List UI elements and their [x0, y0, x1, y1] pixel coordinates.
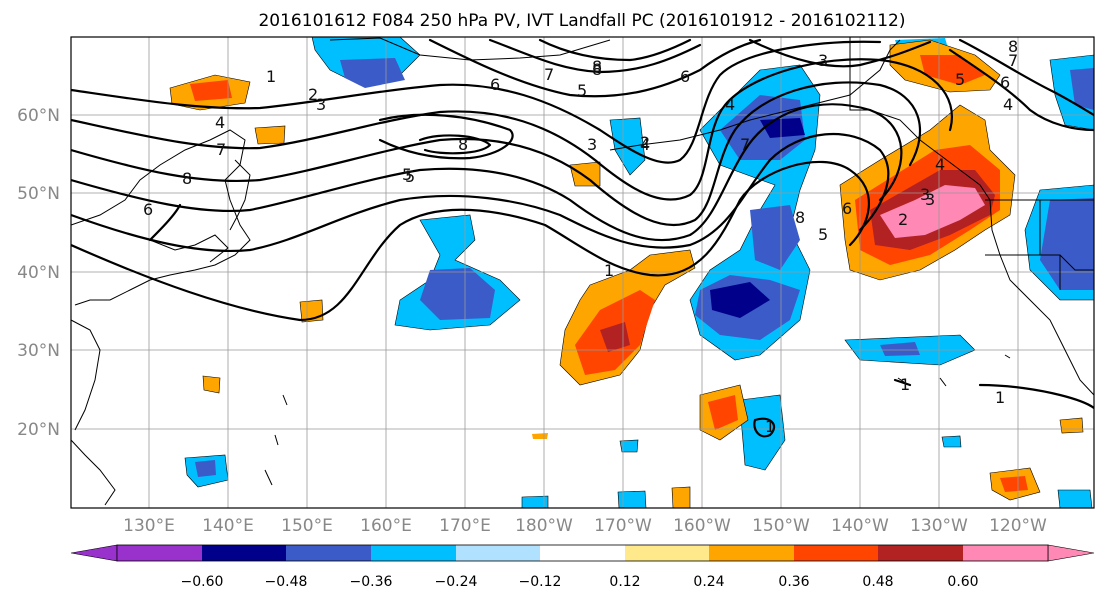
lon-label: 130°E	[123, 516, 175, 536]
colorbar-segment	[540, 545, 625, 561]
contour-label: 5	[402, 165, 412, 184]
contour-label: 8	[592, 60, 602, 79]
contour-label: 4	[725, 95, 735, 114]
contour-label: 3	[920, 185, 930, 204]
contour-label: 4	[215, 113, 225, 132]
colorbar-segment	[371, 545, 456, 561]
lat-label: 40°N	[17, 263, 60, 283]
colorbar-segment	[117, 545, 202, 561]
colorbar-min-extend	[70, 544, 118, 562]
map-title: 2016101612 F084 250 hPa PV, IVT Landfall…	[258, 11, 905, 31]
contour-label: 6	[143, 200, 153, 219]
contour-label: 3	[316, 95, 326, 114]
lon-label: 160°E	[360, 516, 412, 536]
contour-label: 7	[216, 140, 226, 159]
lon-label: 160°W	[673, 516, 731, 536]
contour-label: 2	[898, 210, 908, 229]
negative-anomaly-shading	[184, 37, 1094, 488]
longitude-labels: 130°E 140°E 150°E 160°E 170°E 180°W 170°…	[123, 516, 1047, 536]
contour-label: 5	[405, 167, 415, 186]
lon-label: 180°W	[515, 516, 573, 536]
lat-label: 60°N	[17, 106, 60, 126]
lon-label: 140°W	[831, 516, 889, 536]
pv-contours	[71, 38, 1094, 438]
lat-label: 30°N	[17, 341, 60, 361]
lon-label: 150°W	[752, 516, 810, 536]
colorbar-tick-label: 0.12	[609, 574, 640, 590]
contour-label: 8	[592, 57, 602, 76]
lat-label: 50°N	[17, 184, 60, 204]
contour-label: 8	[458, 135, 468, 154]
colorbar-tick-label: −0.24	[435, 574, 478, 590]
latitude-labels: 60°N 50°N 40°N 30°N 20°N	[17, 106, 60, 440]
contour-label: 8	[795, 208, 805, 227]
colorbar-segment	[794, 545, 878, 561]
colorbar-segment	[878, 545, 963, 561]
contour-label: 1	[604, 261, 614, 280]
coastlines	[71, 37, 1094, 506]
colorbar-segment	[709, 545, 794, 561]
contour-label: 7	[740, 135, 750, 154]
colorbar-ticks: −0.60 −0.48 −0.36 −0.24 −0.12 0.12 0.24 …	[181, 574, 979, 590]
lon-label: 120°W	[989, 516, 1047, 536]
contour-label: 5	[818, 225, 828, 244]
contour-label: 4	[935, 155, 945, 174]
colorbar-tick-label: 0.48	[862, 574, 893, 590]
contour-label: 3	[587, 135, 597, 154]
colorbar-tick-label: 0.24	[693, 574, 724, 590]
colorbar-tick-label: −0.48	[265, 574, 308, 590]
contour-label: 4	[1003, 95, 1013, 114]
lon-label: 150°E	[281, 516, 333, 536]
positive-anomaly-shading	[169, 39, 1093, 508]
colorbar-tick-label: 0.36	[778, 574, 809, 590]
contour-label: 7	[544, 65, 554, 84]
graticule	[71, 37, 1094, 508]
contour-label: 2	[308, 85, 318, 104]
lon-label: 130°W	[910, 516, 968, 536]
colorbar-segment	[456, 545, 540, 561]
colorbar-tick-label: 0.60	[947, 574, 978, 590]
contour-label: 4	[640, 135, 650, 154]
lat-label: 20°N	[17, 420, 60, 440]
contour-label: 2	[640, 133, 650, 152]
colorbar-tick-label: −0.36	[350, 574, 393, 590]
colorbar-segment	[625, 545, 709, 561]
colorbar-tick-label: −0.60	[181, 574, 224, 590]
colorbar: −0.60 −0.48 −0.36 −0.24 −0.12 0.12 0.24 …	[70, 544, 1095, 590]
contour-label: 1	[266, 67, 276, 86]
contour-label: 6	[680, 67, 690, 86]
map-panel: 1 2 3 4 8 6 7 8 6 5 3 4 7 8 5 2 6 4 8 6	[70, 36, 1095, 509]
contour-label: 8	[182, 169, 192, 188]
contour-label: 6	[842, 199, 852, 218]
colorbar-tick-label: −0.12	[519, 574, 562, 590]
lon-label: 170°E	[439, 516, 491, 536]
contour-label: 1	[995, 388, 1005, 407]
map-frame	[70, 36, 1095, 509]
contour-label: 6	[490, 75, 500, 94]
colorbar-outline	[116, 544, 1049, 562]
colorbar-segment	[202, 545, 286, 561]
colorbar-segment	[963, 545, 1048, 561]
map-background	[71, 37, 1094, 508]
contour-label: 3	[818, 51, 828, 70]
contour-label: 5	[577, 81, 587, 100]
contour-label: 6	[1000, 73, 1010, 92]
contour-label: 7	[1008, 51, 1018, 70]
contour-label: 8	[1008, 37, 1018, 56]
colorbar-segment	[286, 545, 371, 561]
lon-label: 170°W	[594, 516, 652, 536]
contour-label: 3	[925, 190, 935, 209]
lon-label: 140°E	[202, 516, 254, 536]
colorbar-max-extend	[1047, 544, 1095, 562]
contour-label: 1	[900, 375, 910, 394]
contour-labels: 1 2 3 4 8 6 7 8 6 5 3 4 7 8 5 2 6 4 8 6	[143, 37, 1018, 436]
contour-label: 1	[765, 417, 775, 436]
contour-label: 5	[955, 70, 965, 89]
